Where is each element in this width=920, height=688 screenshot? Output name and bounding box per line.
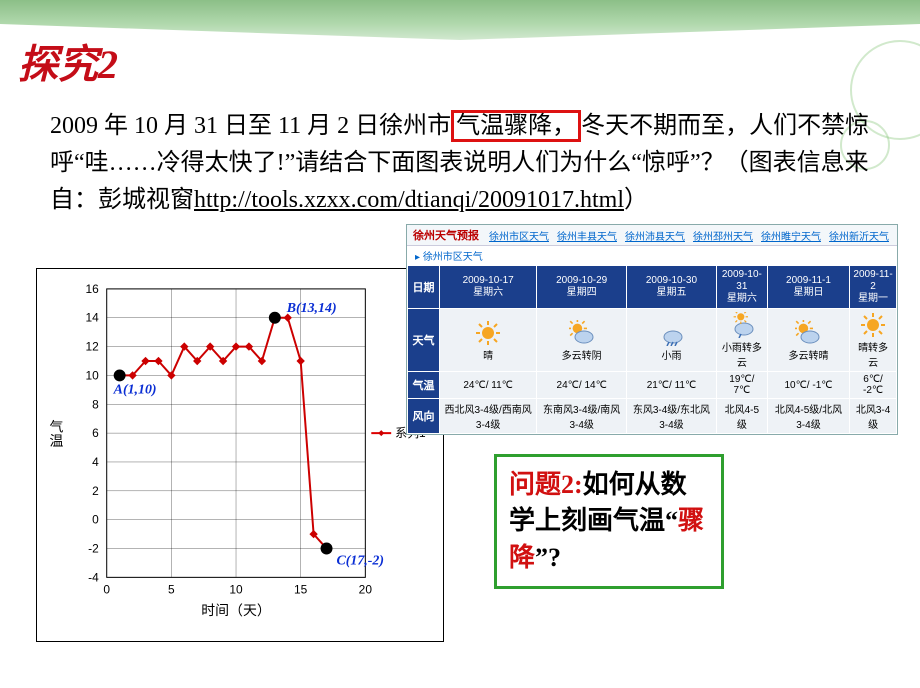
weather-sublink[interactable]: 徐州新沂天气: [829, 228, 889, 243]
wind-cell: 西北风3-4级/西南风3-4级: [440, 399, 537, 434]
svg-text:-4: -4: [88, 570, 99, 584]
weather-icon-cell: 多云转晴: [767, 309, 849, 372]
problem-paragraph: 2009 年 10 月 31 日至 11 月 2 日徐州市气温骤降，冬天不期而至…: [50, 108, 870, 220]
source-link[interactable]: http://tools.xzxx.com/dtianqi/20091017.h…: [194, 187, 624, 213]
date-cell: 2009-10-30星期五: [627, 266, 717, 309]
wind-cell: 北风4-5级: [716, 399, 767, 434]
svg-text:-2: -2: [88, 541, 99, 555]
para-a: 2009 年 10 月 31 日至 11 月 2 日徐州市: [50, 113, 451, 139]
weather-table: 日期2009-10-17星期六2009-10-29星期四2009-10-30星期…: [407, 265, 897, 434]
temp-cell: 21℃/ 11℃: [627, 372, 717, 399]
weather-forecast-panel: 徐州天气预报 徐州市区天气徐州丰县天气徐州沛县天气徐州邳州天气徐州睢宁天气徐州新…: [406, 224, 898, 435]
svg-text:B(13,14): B(13,14): [286, 301, 337, 316]
highlight-term: 气温骤降，: [451, 110, 581, 142]
weather-icon-cell: 多云转阴: [537, 309, 627, 372]
temp-cell: 24℃/ 14℃: [537, 372, 627, 399]
svg-text:4: 4: [92, 455, 99, 469]
date-cell: 2009-10-31星期六: [716, 266, 767, 309]
weather-icon-cell: 晴转多云: [850, 309, 897, 372]
date-cell: 2009-11-1星期日: [767, 266, 849, 309]
svg-text:6: 6: [92, 426, 99, 440]
wind-cell: 北风3-4级: [850, 399, 897, 434]
para-c: ）: [624, 187, 648, 213]
svg-text:16: 16: [85, 282, 99, 296]
weather-icon-cell: 小雨: [627, 309, 717, 372]
wind-cell: 东南风3-4级/南风3-4级: [537, 399, 627, 434]
svg-text:0: 0: [92, 513, 99, 527]
date-cell: 2009-10-29星期四: [537, 266, 627, 309]
question-text-2: ”?: [535, 543, 561, 572]
row-header-wind: 风向: [408, 399, 440, 434]
svg-text:2: 2: [92, 484, 99, 498]
weather-header: 徐州天气预报: [413, 227, 479, 243]
svg-text:10: 10: [85, 368, 99, 382]
temp-cell: 10℃/ -1℃: [767, 372, 849, 399]
row-header-date: 日期: [408, 266, 440, 309]
svg-text:12: 12: [85, 340, 99, 354]
svg-text:10: 10: [229, 582, 243, 596]
svg-text:0: 0: [103, 582, 110, 596]
svg-text:A(1,10): A(1,10): [113, 382, 157, 397]
weather-sublink[interactable]: 徐州丰县天气: [557, 228, 617, 243]
row-header-weather: 天气: [408, 309, 440, 372]
weather-icon-cell: 小雨转多云: [716, 309, 767, 372]
weather-section: 徐州市区天气: [407, 245, 897, 265]
weather-sublink[interactable]: 徐州邳州天气: [693, 228, 753, 243]
svg-text:5: 5: [168, 582, 175, 596]
svg-text:C(17,-2): C(17,-2): [336, 553, 384, 568]
date-cell: 2009-11-2星期一: [850, 266, 897, 309]
weather-sublink[interactable]: 徐州睢宁天气: [761, 228, 821, 243]
svg-text:8: 8: [92, 397, 99, 411]
svg-text:20: 20: [359, 582, 373, 596]
temp-cell: 19℃/ 7℃: [716, 372, 767, 399]
weather-icon-cell: 晴: [440, 309, 537, 372]
svg-text:15: 15: [294, 582, 308, 596]
question-box: 问题2:如何从数学上刻画气温“骤降”?: [494, 454, 724, 589]
weather-sublink[interactable]: 徐州沛县天气: [625, 228, 685, 243]
weather-sublink[interactable]: 徐州市区天气: [489, 228, 549, 243]
section-title: 探究2: [18, 32, 118, 90]
temp-cell: 6℃/ -2℃: [850, 372, 897, 399]
row-header-temp: 气温: [408, 372, 440, 399]
question-label: 问题2:: [509, 470, 583, 499]
wind-cell: 东风3-4级/东北风3-4级: [627, 399, 717, 434]
temp-cell: 24℃/ 11℃: [440, 372, 537, 399]
svg-text:气温: 气温: [47, 419, 63, 447]
wind-cell: 北风4-5级/北风3-4级: [767, 399, 849, 434]
svg-text:时间（天）: 时间（天）: [201, 603, 271, 619]
date-cell: 2009-10-17星期六: [440, 266, 537, 309]
svg-text:14: 14: [85, 311, 99, 325]
temperature-chart: -4 -2 0 2 4 6 8 10 12 14 16 0 5 10 15 20 时间（天） 气温 A(1,10) B…: [36, 268, 444, 642]
